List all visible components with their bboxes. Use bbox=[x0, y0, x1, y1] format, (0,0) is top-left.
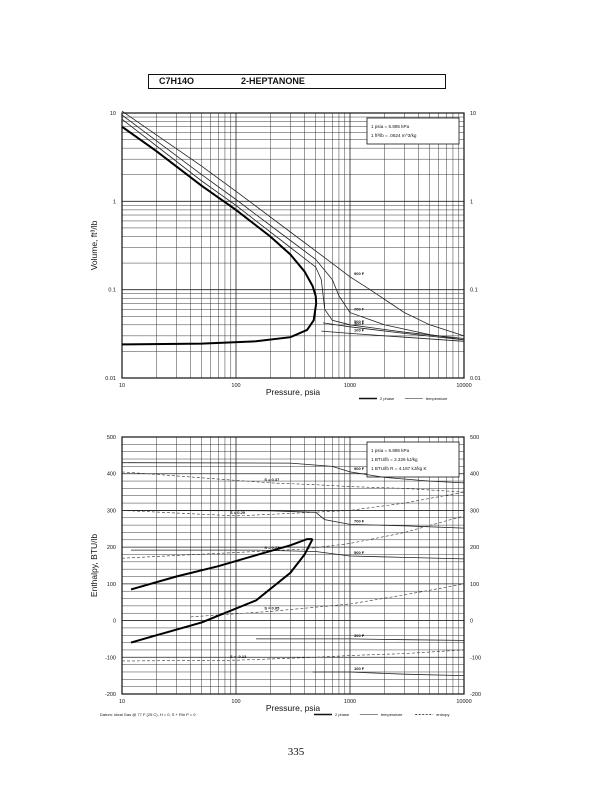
legend-label: temperature bbox=[381, 712, 403, 717]
x-tick-label: 10000 bbox=[456, 383, 471, 389]
y-tick-label-left: 400 bbox=[107, 472, 116, 478]
isotherm-label: 300 F bbox=[354, 321, 365, 326]
y-tick-label-left: 100 bbox=[107, 582, 116, 588]
y-tick-label-left: 0.1 bbox=[108, 288, 116, 294]
conversion-note-text: 1 psia = 6.895 kPa bbox=[371, 124, 410, 129]
entropy-line bbox=[121, 649, 465, 662]
entropy-line bbox=[121, 491, 465, 517]
y-tick-label-right: -100 bbox=[470, 655, 481, 661]
x-tick-label: 100 bbox=[231, 383, 240, 389]
isotherm-line bbox=[322, 322, 465, 341]
y-tick-label-right: 200 bbox=[470, 545, 479, 551]
x-tick-label: 10 bbox=[119, 699, 125, 705]
isotherm-line bbox=[121, 114, 465, 341]
y-tick-label-left: 1 bbox=[113, 199, 116, 205]
y-tick-label-left: 10 bbox=[110, 111, 116, 117]
x-tick-label: 10000 bbox=[456, 699, 471, 705]
y-tick-label-right: 300 bbox=[470, 508, 479, 514]
saturation-liquid-line bbox=[121, 303, 318, 346]
y-tick-label-left: 0 bbox=[113, 619, 116, 625]
isotherm-line bbox=[131, 549, 465, 560]
entropy-label: S = 0.05 bbox=[264, 605, 280, 610]
y-tick-label-right: 0.1 bbox=[470, 288, 478, 294]
x-tick-label: 100 bbox=[231, 699, 240, 705]
datum-footnote: Datum: Ideal Gas @ 77 F (25 C), H = 0, S… bbox=[100, 712, 196, 717]
conversion-note-text: 1 BTU/lb = 2.326 kJ/kg bbox=[371, 457, 418, 462]
saturation-liquid-line bbox=[130, 538, 314, 644]
conversion-note-box bbox=[366, 441, 460, 478]
y-tick-label-left: 500 bbox=[107, 435, 116, 441]
y-tick-label-right: -200 bbox=[470, 692, 481, 698]
isotherm-label: 300 F bbox=[354, 633, 365, 638]
y-tick-label-right: 500 bbox=[470, 435, 479, 441]
chemical-formula: C7H14O bbox=[159, 76, 195, 86]
grid bbox=[122, 113, 464, 378]
entropy-line bbox=[121, 471, 465, 493]
y-axis-label: Volume, ft³/lb bbox=[89, 220, 99, 270]
entropy-label: S = 0.23 bbox=[264, 545, 280, 550]
y-tick-label-right: 0 bbox=[470, 619, 473, 625]
conversion-note-text: 1 ft³/lb = .0624 m^3/kg bbox=[371, 133, 417, 138]
y-tick-label-right: 400 bbox=[470, 472, 479, 478]
y-tick-label-right: 0.01 bbox=[470, 376, 481, 382]
isotherm-line bbox=[256, 638, 465, 641]
y-tick-label-left: 300 bbox=[107, 508, 116, 514]
y-tick-label-right: 1 bbox=[470, 199, 473, 205]
plot-frame bbox=[121, 112, 465, 379]
legend-label: 2 phase bbox=[335, 712, 350, 717]
conversion-note: 1 psia = 6.895 kPa 1 ft³/lb = .0624 m^3/k… bbox=[366, 117, 460, 145]
saturation-vapor-line bbox=[130, 538, 313, 591]
conversion-note-text: 1 BTU/lb R = 4.187 kJ/kg K bbox=[371, 466, 427, 471]
isotherm-label: 900 F bbox=[354, 271, 365, 276]
y-tick-label-left: -200 bbox=[105, 692, 116, 698]
y-tick-label-right: 100 bbox=[470, 582, 479, 588]
legend-label: entropy bbox=[436, 712, 449, 717]
conversion-note-box bbox=[366, 117, 460, 145]
isotherm-line bbox=[121, 118, 465, 339]
isotherm-label: 500 F bbox=[354, 550, 365, 555]
legend-label: temperature bbox=[426, 396, 448, 401]
isotherm-label: 100 F bbox=[354, 666, 365, 671]
y-tick-label-right: 10 bbox=[470, 111, 476, 117]
isotherm-line bbox=[312, 671, 465, 676]
entropy-line bbox=[190, 583, 465, 618]
entropy-label: S = 0.29 bbox=[230, 510, 246, 515]
isotherm-line bbox=[321, 330, 465, 342]
conversion-note-text: 1 psia = 6.895 kPa bbox=[371, 448, 410, 453]
legend-label: 2 phase bbox=[380, 396, 395, 401]
conversion-note: 1 psia = 6.895 kPa 1 BTU/lb = 2.326 kJ/kg… bbox=[366, 441, 460, 478]
legend: 2 phase temperature bbox=[359, 396, 448, 401]
x-axis-label: Pressure, psia bbox=[266, 387, 321, 397]
x-tick-label: 1000 bbox=[344, 383, 356, 389]
isotherm-label: 700 F bbox=[354, 518, 365, 523]
isotherm-label: 700 F bbox=[354, 307, 365, 312]
y-axis-label: Enthalpy, BTU/lb bbox=[89, 534, 99, 597]
isotherm-label: 100 F bbox=[354, 327, 365, 332]
isotherm-line bbox=[121, 462, 465, 484]
plot-frame bbox=[121, 436, 465, 695]
x-tick-label: 1000 bbox=[344, 699, 356, 705]
entropy-label: S = 0.37 bbox=[264, 477, 280, 482]
isotherm-label: 900 F bbox=[354, 466, 365, 471]
isotherm-label: 500 F bbox=[354, 319, 365, 324]
chemical-name: 2-HEPTANONE bbox=[241, 76, 305, 86]
y-tick-label-left: 200 bbox=[107, 545, 116, 551]
x-axis-label: Pressure, psia bbox=[266, 703, 321, 713]
entropy-line bbox=[121, 515, 465, 559]
saturation-vapor-line bbox=[121, 125, 318, 304]
isotherm-line bbox=[121, 510, 465, 529]
page-number: 335 bbox=[287, 746, 305, 758]
x-tick-label: 10 bbox=[119, 383, 125, 389]
chart-title-box: C7H14O 2-HEPTANONE bbox=[148, 74, 446, 89]
y-tick-label-left: 0.01 bbox=[105, 376, 116, 382]
y-tick-label-left: -100 bbox=[105, 655, 116, 661]
legend: 2 phase temperature entropy bbox=[314, 712, 450, 717]
entropy-label: S = -0.13 bbox=[230, 654, 247, 659]
isotherm-line bbox=[121, 110, 465, 337]
